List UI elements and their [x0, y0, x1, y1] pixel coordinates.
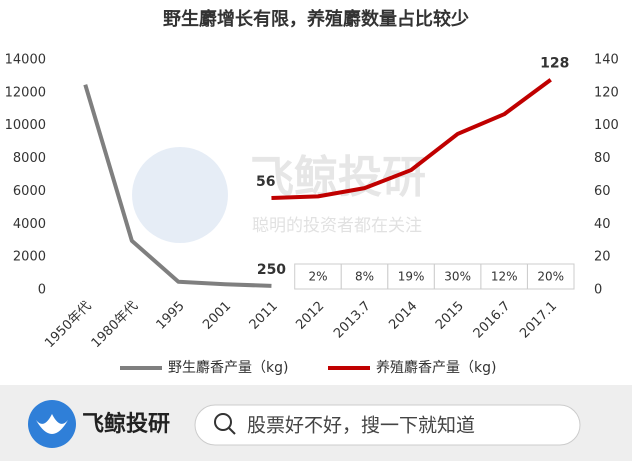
brand-logo-mark: [36, 414, 68, 434]
x-tick-label: 2017.1: [517, 299, 560, 342]
share-label: 2%: [308, 270, 327, 284]
share-label: 8%: [355, 270, 374, 284]
share-cell: [340, 263, 389, 290]
x-tick-label: 2015: [433, 299, 467, 333]
y-tick-label: 10000: [5, 118, 46, 133]
y2-tick-label: 120: [594, 85, 619, 100]
share-cell: [294, 263, 342, 290]
search-placeholder[interactable]: 股票好不好，搜一下就知道: [247, 415, 475, 437]
x-tick-label: 2016.7: [471, 299, 514, 342]
y-tick-label: 0: [38, 283, 46, 298]
y-tick-label: 4000: [13, 217, 46, 232]
search-box[interactable]: [194, 404, 581, 446]
y2-tick-label: 100: [594, 118, 619, 133]
share-cell: [433, 263, 482, 290]
legend-label: 野生麝香产量（kg): [168, 360, 288, 376]
y-tick-label: 8000: [13, 151, 46, 166]
y-tick-label: 12000: [5, 85, 46, 100]
share-label: 30%: [444, 270, 471, 284]
watermark-subtitle: 聪明的投资者都在关注: [252, 216, 422, 236]
series-line: [83, 84, 272, 288]
x-tick-label: 2001: [200, 299, 234, 333]
share-cell: [480, 263, 528, 290]
share-cell: [526, 263, 575, 290]
search-icon-handle: [228, 427, 236, 435]
y2-tick-label: 40: [594, 217, 611, 232]
data-label: 128: [540, 56, 569, 72]
x-tick-label: 2013.7: [331, 299, 374, 342]
watermark-title: 飞鲸投研: [250, 152, 426, 203]
share-label: 12%: [491, 270, 518, 284]
x-tick-label: 2014: [386, 299, 420, 333]
y2-tick-label: 80: [594, 151, 611, 166]
x-tick-label: 2012: [293, 299, 327, 333]
share-label: 19%: [398, 270, 425, 284]
chart-title: 野生麝增长有限，养殖麝数量占比较少: [163, 8, 469, 30]
data-label: 56: [256, 174, 275, 190]
search-icon: [214, 413, 232, 431]
y2-tick-label: 20: [594, 250, 611, 265]
watermark-logo: [132, 147, 228, 243]
y-tick-label: 2000: [13, 250, 46, 265]
y2-tick-label: 0: [594, 283, 602, 298]
share-label: 20%: [537, 270, 564, 284]
x-tick-label: 1980年代: [89, 299, 141, 351]
legend-label: 养殖麝香产量（kg): [376, 359, 496, 376]
y-tick-label: 14000: [5, 53, 46, 68]
x-tick-label: 1995: [154, 299, 188, 333]
x-tick-label: 1950年代: [42, 299, 94, 351]
brand-name: 飞鲸投研: [82, 411, 170, 437]
series-line: [271, 78, 552, 200]
watermark: 飞鲸投研 聪明的投资者都在关注: [132, 147, 426, 243]
y2-tick-label: 60: [594, 184, 611, 199]
y2-tick-label: 140: [594, 53, 619, 68]
data-label: 250: [257, 262, 286, 278]
x-tick-label: 2011: [247, 299, 281, 333]
y-tick-label: 6000: [13, 184, 46, 199]
